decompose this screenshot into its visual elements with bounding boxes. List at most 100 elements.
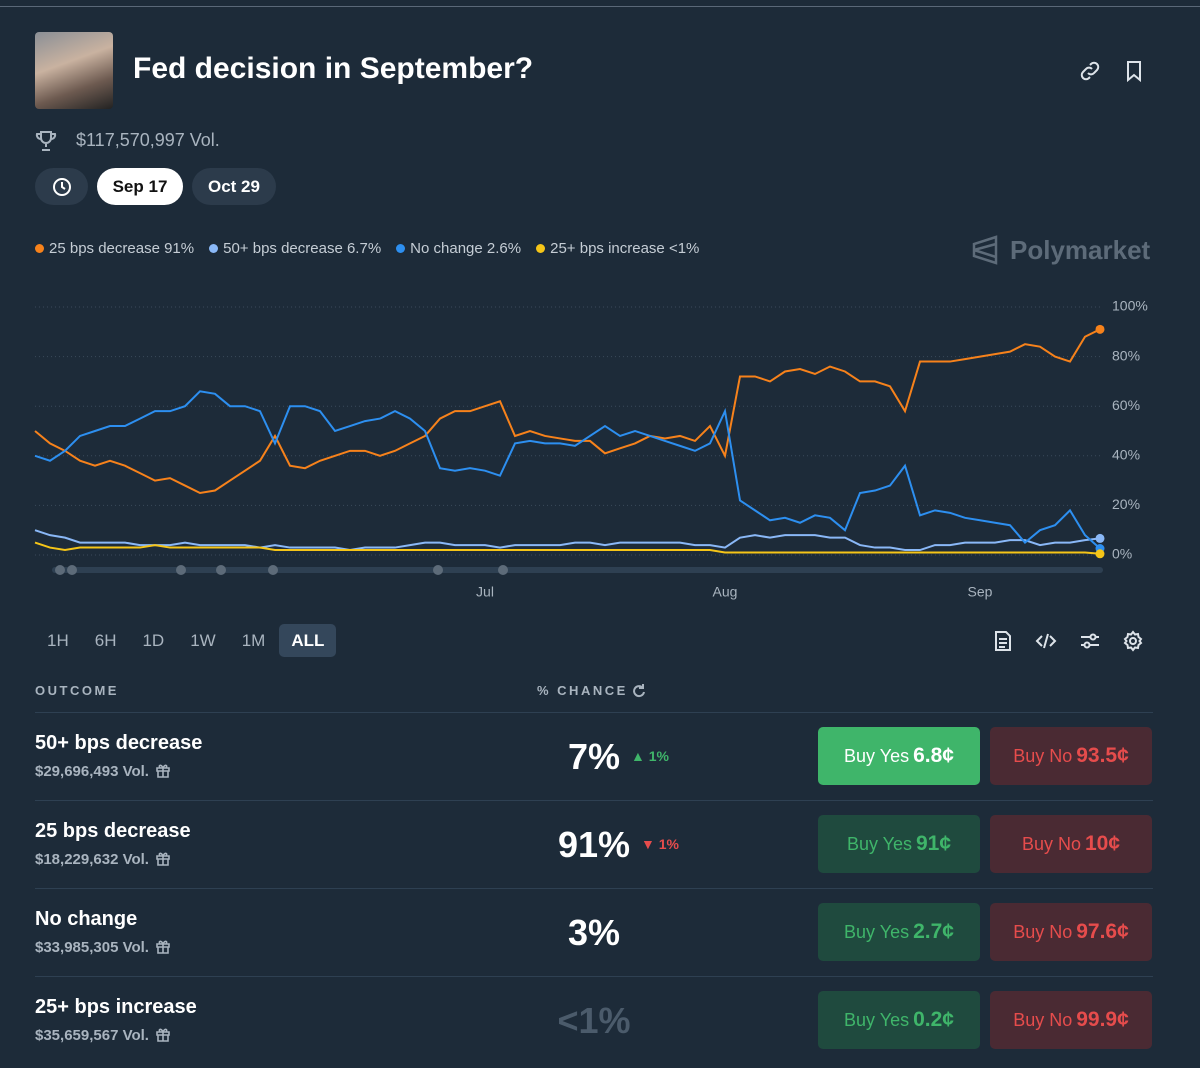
legend-value: 91% <box>164 240 195 257</box>
legend-item: 25+ bps increase <1% <box>536 240 699 257</box>
button-label: Buy No <box>1013 745 1073 766</box>
trophy-icon <box>35 131 57 151</box>
series-end-dot <box>1095 549 1105 559</box>
legend-name: 25 bps decrease <box>49 240 160 257</box>
volume-text: $29,696,493 Vol. <box>35 763 149 780</box>
row-separator <box>35 888 1153 889</box>
legend-value: 2.6% <box>486 240 522 257</box>
timeline-bar <box>52 565 1103 575</box>
button-price: 2.7¢ <box>913 920 954 943</box>
outcome-chance: 3% <box>567 912 621 953</box>
legend-item: No change 2.6% <box>396 240 521 257</box>
legend: 25 bps decrease 91% 50+ bps decrease 6.7%… <box>35 240 699 257</box>
refresh-icon[interactable] <box>631 683 646 698</box>
buy-no-button[interactable]: Buy No 10¢ <box>990 815 1152 873</box>
legend-name: No change <box>410 240 483 257</box>
button-price: 6.8¢ <box>913 744 954 767</box>
y-tick-label: 100% <box>1112 298 1148 314</box>
volume-text: $35,659,567 Vol. <box>35 1027 149 1044</box>
x-tick-label: Jul <box>476 584 494 600</box>
outcome-name: 25+ bps increase <box>35 996 197 1018</box>
history-tab[interactable] <box>35 168 88 205</box>
volume-text: $33,985,305 Vol. <box>35 939 149 956</box>
gift-icon <box>156 852 170 866</box>
change-text: 1% <box>658 836 679 852</box>
outcome-volume: $18,229,632 Vol. <box>35 851 171 868</box>
embed-icon[interactable] <box>1035 630 1057 652</box>
button-price: 93.5¢ <box>1076 744 1129 767</box>
button-price: 0.2¢ <box>913 1008 954 1031</box>
button-label: Buy Yes <box>844 921 910 942</box>
x-tick-label: Aug <box>713 584 738 600</box>
market-image <box>35 32 113 109</box>
button-price: 10¢ <box>1084 832 1121 855</box>
legend-value: 6.7% <box>346 240 382 257</box>
brand-logo <box>972 235 998 265</box>
legend-name: 50+ bps decrease <box>223 240 343 257</box>
outcome-change: ▼ 1% <box>641 836 679 852</box>
outcome-change: ▲ 1% <box>631 748 669 764</box>
top-border <box>0 6 1200 7</box>
buy-yes-button[interactable]: Buy Yes 6.8¢ <box>818 727 980 785</box>
date-tab[interactable]: Oct 29 <box>192 168 276 205</box>
button-price: 99.9¢ <box>1076 1008 1129 1031</box>
range-button[interactable]: 1D <box>142 630 165 650</box>
outcome-name: 25 bps decrease <box>35 820 191 842</box>
outcome-volume: $33,985,305 Vol. <box>35 939 171 956</box>
column-header: OUTCOME <box>35 683 119 698</box>
legend-swatch <box>209 244 219 253</box>
legend-value: <1% <box>668 240 700 257</box>
series-line <box>34 390 1101 550</box>
price-chart: 0% 20% 40% 60% 80% 100% Jul Aug Sep <box>34 298 1148 600</box>
outcome-chance: <1% <box>557 1000 631 1041</box>
outcome-volume: $29,696,493 Vol. <box>35 763 171 780</box>
buy-no-button[interactable]: Buy No 93.5¢ <box>990 727 1152 785</box>
series-end-dot <box>1095 533 1105 543</box>
button-label: Buy Yes <box>844 1009 910 1030</box>
outcome-name: No change <box>35 908 138 930</box>
link-icon[interactable] <box>1079 60 1101 82</box>
series-line <box>34 541 1101 555</box>
market-volume: $117,570,997 Vol. <box>76 130 220 150</box>
outcome-chance: 91% <box>557 824 631 865</box>
brand-name: Polymarket <box>1010 235 1151 265</box>
series-line <box>34 328 1101 495</box>
y-tick-label: 40% <box>1112 447 1140 463</box>
button-label: Buy No <box>1013 1009 1073 1030</box>
filter-icon[interactable] <box>1079 630 1101 652</box>
change-arrow: ▲ <box>631 748 649 764</box>
y-tick-label: 20% <box>1112 496 1140 512</box>
button-label: Buy No <box>1021 833 1081 854</box>
outcome-chance: 7% <box>567 736 621 777</box>
market-title: Fed decision in September? <box>133 52 534 85</box>
bookmark-icon[interactable] <box>1124 60 1144 82</box>
gift-icon <box>156 940 170 954</box>
legend-swatch <box>536 244 546 253</box>
y-tick-label: 60% <box>1112 397 1140 413</box>
doc-icon[interactable] <box>992 630 1014 652</box>
button-label: Buy Yes <box>846 833 912 854</box>
button-price: 91¢ <box>916 832 952 855</box>
button-label: Buy No <box>1013 921 1073 942</box>
volume-text: $18,229,632 Vol. <box>35 851 149 868</box>
legend-swatch <box>35 244 44 253</box>
settings-icon[interactable] <box>1122 630 1144 652</box>
buy-yes-button[interactable]: Buy Yes 91¢ <box>818 815 980 873</box>
buy-no-button[interactable]: Buy No 99.9¢ <box>990 991 1152 1049</box>
buy-no-button[interactable]: Buy No 97.6¢ <box>990 903 1152 961</box>
row-separator <box>35 800 1153 801</box>
range-button[interactable]: 1H <box>47 630 69 650</box>
range-button[interactable]: ALL <box>279 624 337 657</box>
change-arrow: ▼ <box>641 836 659 852</box>
button-label: Buy Yes <box>844 745 910 766</box>
range-button[interactable]: 6H <box>94 630 117 650</box>
date-tab[interactable]: Sep 17 <box>97 168 183 205</box>
range-button[interactable]: 1M <box>241 630 266 650</box>
y-tick-label: 0% <box>1112 546 1132 562</box>
range-button[interactable]: 1W <box>190 630 216 650</box>
buy-yes-button[interactable]: Buy Yes 2.7¢ <box>818 903 980 961</box>
row-separator <box>35 712 1153 713</box>
x-tick-label: Sep <box>968 584 993 600</box>
buy-yes-button[interactable]: Buy Yes 0.2¢ <box>818 991 980 1049</box>
legend-item: 50+ bps decrease 6.7% <box>209 240 381 257</box>
